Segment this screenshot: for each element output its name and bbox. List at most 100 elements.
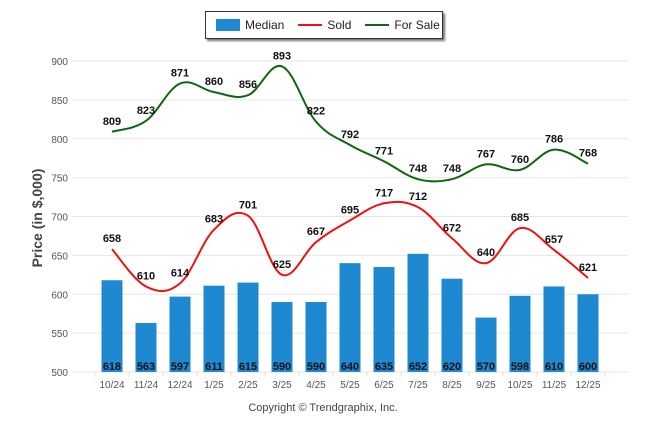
x-tick-label: 10/25: [507, 380, 532, 391]
median-bar-label: 598: [511, 361, 529, 373]
data-labels: 618 563 597 611 615 590 590 640 635 652 620 570 598 6…: [103, 50, 597, 373]
gridlines: [72, 60, 628, 373]
sold-data-label: 621: [579, 262, 597, 274]
legend-label-sold: Sold: [327, 18, 352, 32]
median-bar[interactable]: [509, 295, 531, 372]
legend-item-median[interactable]: Median: [216, 18, 284, 32]
for-sale-data-label: 856: [239, 79, 257, 91]
for-sale-data-label: 792: [341, 129, 359, 141]
median-bar-label: 570: [477, 361, 495, 373]
median-bar-label: 611: [205, 361, 223, 373]
median-bar-label: 600: [579, 361, 597, 373]
median-swatch: [216, 19, 240, 31]
median-bar[interactable]: [135, 323, 157, 372]
sold-data-label: 625: [273, 259, 291, 271]
legend: Median Sold For Sale: [205, 11, 443, 39]
for-sale-data-label: 767: [477, 148, 495, 160]
median-bar[interactable]: [577, 294, 599, 372]
median-bar[interactable]: [237, 282, 259, 372]
legend-label-for-sale: For Sale: [394, 18, 440, 32]
sold-data-label: 712: [409, 191, 427, 203]
for-sale-data-label: 871: [171, 68, 189, 80]
legend-item-for-sale[interactable]: For Sale: [365, 18, 440, 32]
for-sale-data-label: 768: [579, 148, 597, 160]
sold-data-label: 614: [171, 267, 190, 279]
y-tick-label: 750: [51, 174, 68, 185]
for-sale-data-label: 786: [545, 134, 563, 146]
for-sale-swatch: [365, 24, 390, 26]
median-bar[interactable]: [203, 285, 225, 372]
sold-data-label: 667: [307, 226, 325, 238]
sold-data-label: 672: [443, 222, 461, 234]
median-bar[interactable]: [339, 263, 361, 372]
sold-data-label: 640: [477, 247, 495, 259]
median-bar-label: 615: [239, 361, 257, 373]
for-sale-data-label: 822: [307, 106, 325, 118]
for-sale-data-label: 771: [375, 145, 393, 157]
sold-swatch: [298, 24, 323, 26]
x-tick-label: 9/25: [476, 380, 496, 391]
median-bar[interactable]: [101, 280, 123, 372]
legend-label-median: Median: [245, 18, 285, 32]
sold-data-label: 658: [103, 233, 121, 245]
y-axis-label: Price (in $,000): [29, 168, 45, 268]
median-bar-label: 652: [409, 361, 427, 373]
y-tick-label: 550: [51, 329, 68, 340]
median-bar[interactable]: [407, 253, 429, 372]
y-tick-label: 900: [51, 57, 68, 68]
median-bars: [101, 253, 599, 372]
series-lines: [111, 65, 589, 293]
median-bar-label: 635: [375, 361, 393, 373]
sold-data-label: 683: [205, 214, 223, 226]
median-bar-label: 563: [137, 361, 155, 373]
for-sale-data-label: 809: [103, 116, 121, 128]
median-bar[interactable]: [169, 296, 191, 372]
median-bar-label: 590: [307, 361, 325, 373]
median-bar-label: 590: [273, 361, 291, 373]
x-tick-label: 5/25: [340, 380, 360, 391]
x-tick-label: 8/25: [442, 380, 462, 391]
for-sale-data-label: 760: [511, 154, 529, 166]
median-bar-label: 618: [103, 361, 121, 373]
median-bar[interactable]: [441, 278, 463, 372]
for-sale-data-label: 748: [443, 163, 461, 175]
sold-data-label: 717: [375, 187, 393, 199]
median-bar-label: 620: [443, 361, 461, 373]
for-sale-data-label: 823: [137, 105, 155, 117]
y-tick-label: 850: [51, 96, 68, 107]
y-tick-label: 500: [51, 368, 68, 379]
median-bar[interactable]: [305, 302, 327, 372]
median-bar[interactable]: [271, 302, 293, 372]
for-sale-data-label: 893: [273, 50, 291, 62]
legend-item-sold[interactable]: Sold: [298, 18, 351, 32]
y-tick-label: 800: [51, 135, 68, 146]
sold-line[interactable]: [111, 200, 589, 293]
median-bar[interactable]: [373, 267, 395, 372]
median-bar-label: 640: [341, 361, 359, 373]
x-tick-label: 10/24: [99, 380, 124, 391]
sold-data-label: 685: [511, 212, 529, 224]
for-sale-data-label: 860: [205, 76, 223, 88]
x-tick-label: 4/25: [306, 380, 326, 391]
median-bar-label: 597: [171, 361, 189, 373]
copyright-text: Copyright © Trendgraphix, Inc.: [248, 402, 398, 414]
y-tick-label: 700: [51, 213, 68, 224]
x-tick-label: 11/25: [542, 380, 567, 391]
median-bar[interactable]: [543, 286, 565, 372]
x-tick-label: 12/25: [575, 380, 600, 391]
median-bar[interactable]: [475, 317, 497, 372]
sold-data-label: 695: [341, 204, 359, 216]
x-tick-label: 11/24: [134, 380, 159, 391]
sold-data-label: 657: [545, 234, 563, 246]
sold-data-label: 701: [239, 200, 257, 212]
y-tick-label: 600: [51, 290, 68, 301]
y-tick-label: 650: [51, 251, 68, 262]
x-tick-label: 6/25: [374, 380, 394, 391]
sold-data-label: 610: [137, 270, 155, 282]
x-tick-label: 12/24: [167, 380, 192, 391]
for-sale-line[interactable]: [111, 65, 589, 183]
x-tick-label: 7/25: [408, 380, 428, 391]
x-tick-label: 2/25: [238, 380, 258, 391]
y-axis-ticks: 500 550 600 650 700 750 800 850 900: [51, 57, 68, 379]
